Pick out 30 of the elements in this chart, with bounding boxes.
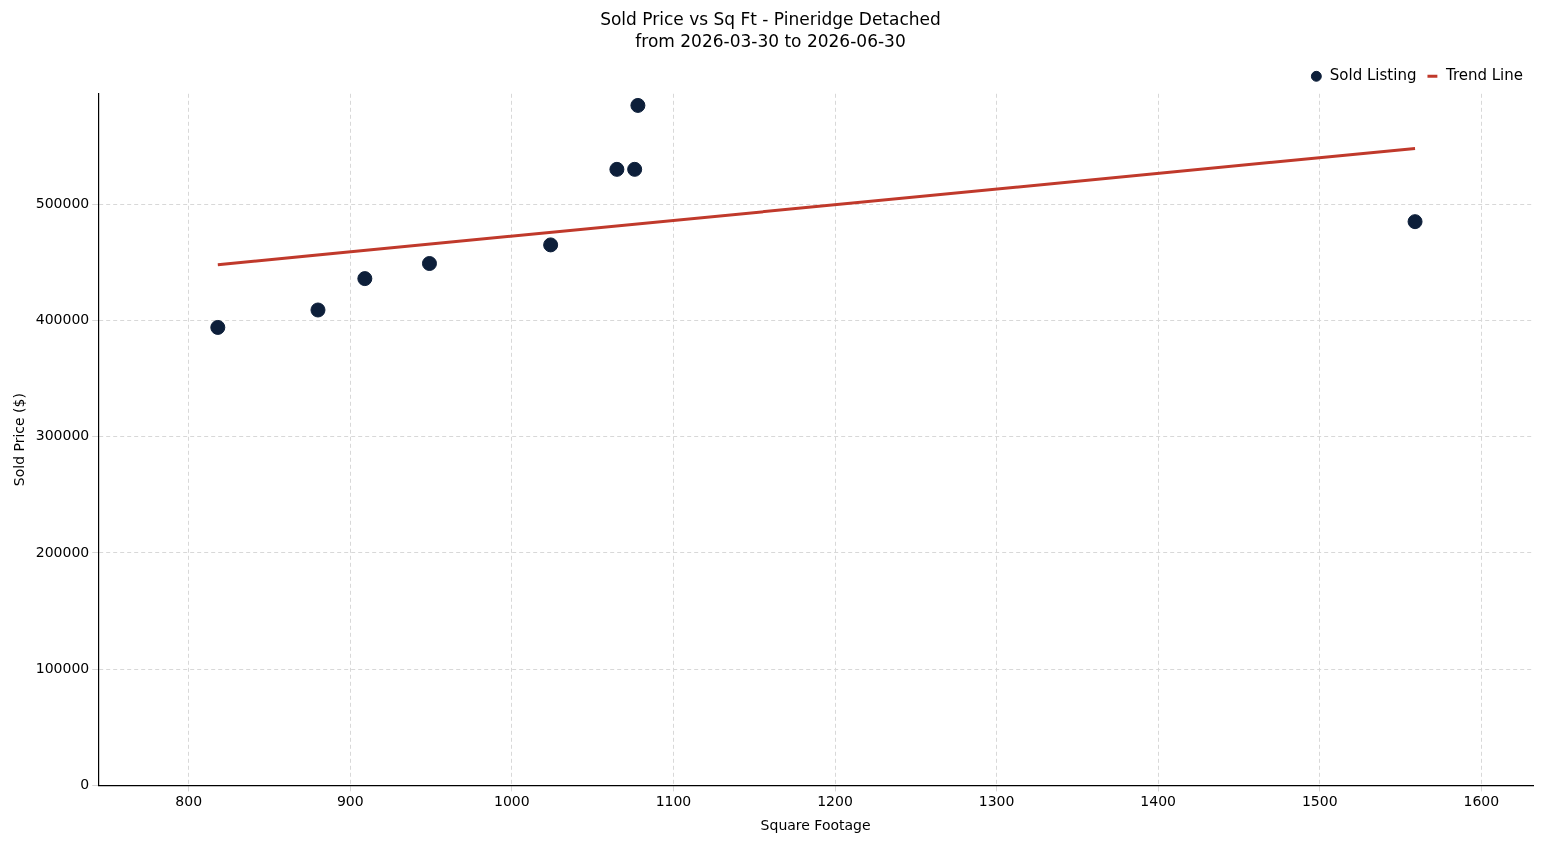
point <box>627 161 643 177</box>
x-tick-label: 900 <box>336 793 364 810</box>
point <box>421 256 437 271</box>
chart-title: Sold Price vs Sq Ft - Pineridge Detached <box>600 8 941 29</box>
x-tick-label: 1300 <box>978 793 1015 810</box>
point <box>630 97 646 113</box>
x-tick-label: 1600 <box>1463 793 1500 810</box>
y-tick-label: 300000 <box>35 427 90 444</box>
legend-label: Trend Line <box>1444 66 1524 85</box>
point <box>210 319 226 335</box>
x-tick-label: 1400 <box>1140 793 1176 810</box>
y-tick-label: 0 <box>80 776 90 793</box>
x-tick-label: 1200 <box>817 793 853 810</box>
point <box>310 302 326 318</box>
point <box>1407 214 1423 230</box>
y-tick-label: 200000 <box>35 543 90 560</box>
point <box>609 161 625 177</box>
chart-subtitle: from 2026-03-30 to 2026-06-30 <box>635 31 906 52</box>
point <box>357 271 373 287</box>
y-axis-title: Sold Price ($) <box>11 393 28 487</box>
x-tick-label: 1500 <box>1301 793 1338 810</box>
y-tick-label: 400000 <box>35 311 90 328</box>
y-tick-label: 100000 <box>35 659 90 676</box>
x-tick-label: 800 <box>175 793 203 810</box>
legend-label: Sold Listing <box>1329 66 1417 85</box>
x-axis-title: Square Footage <box>760 817 871 834</box>
x-tick-label: 1000 <box>494 793 530 810</box>
x-tick-label: 1100 <box>655 793 692 810</box>
y-tick-label: 500000 <box>35 194 90 211</box>
point <box>543 237 559 253</box>
